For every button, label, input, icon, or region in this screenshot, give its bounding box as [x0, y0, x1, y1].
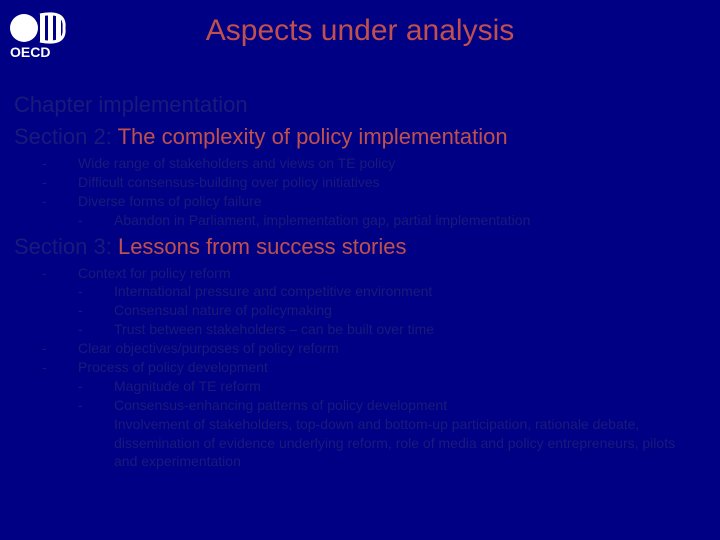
section-3-bullets: -Context for policy reform -Internationa…	[42, 264, 706, 472]
section-title: Lessons from success stories	[118, 234, 407, 259]
section-number: Section 3:	[14, 234, 118, 259]
list-item: -Consensus-enhancing patterns of policy …	[42, 396, 706, 415]
slide: OECD Aspects under analysis Chapter impl…	[0, 0, 720, 540]
section-3-heading: Section 3: Lessons from success stories	[14, 234, 706, 260]
list-item: -Clear objectives/purposes of policy ref…	[42, 339, 706, 358]
chapter-heading: Chapter implementation	[14, 92, 706, 118]
section-number: Section 2:	[14, 124, 118, 149]
list-item: -Diverse forms of policy failure	[42, 192, 706, 211]
list-item: -Difficult consensus-building over polic…	[42, 173, 706, 192]
list-item: -International pressure and competitive …	[42, 282, 706, 301]
section-title: The complexity of policy implementation	[118, 124, 508, 149]
list-item: -Trust between stakeholders – can be bui…	[42, 320, 706, 339]
list-item: -Magnitude of TE reform	[42, 377, 706, 396]
list-item: -Consensual nature of policymaking	[42, 301, 706, 320]
section-2-heading: Section 2: The complexity of policy impl…	[14, 124, 706, 150]
slide-title: Aspects under analysis	[0, 14, 720, 48]
slide-content: Chapter implementation Section 2: The co…	[14, 92, 706, 471]
section-2-bullets: -Wide range of stakeholders and views on…	[42, 154, 706, 230]
list-item: -Process of policy development	[42, 358, 706, 377]
list-item: -Wide range of stakeholders and views on…	[42, 154, 706, 173]
list-item: -Abandon in Parliament, implementation g…	[42, 211, 706, 230]
list-item: Involvement of stakeholders, top-down an…	[42, 415, 706, 472]
list-item: -Context for policy reform	[42, 264, 706, 283]
